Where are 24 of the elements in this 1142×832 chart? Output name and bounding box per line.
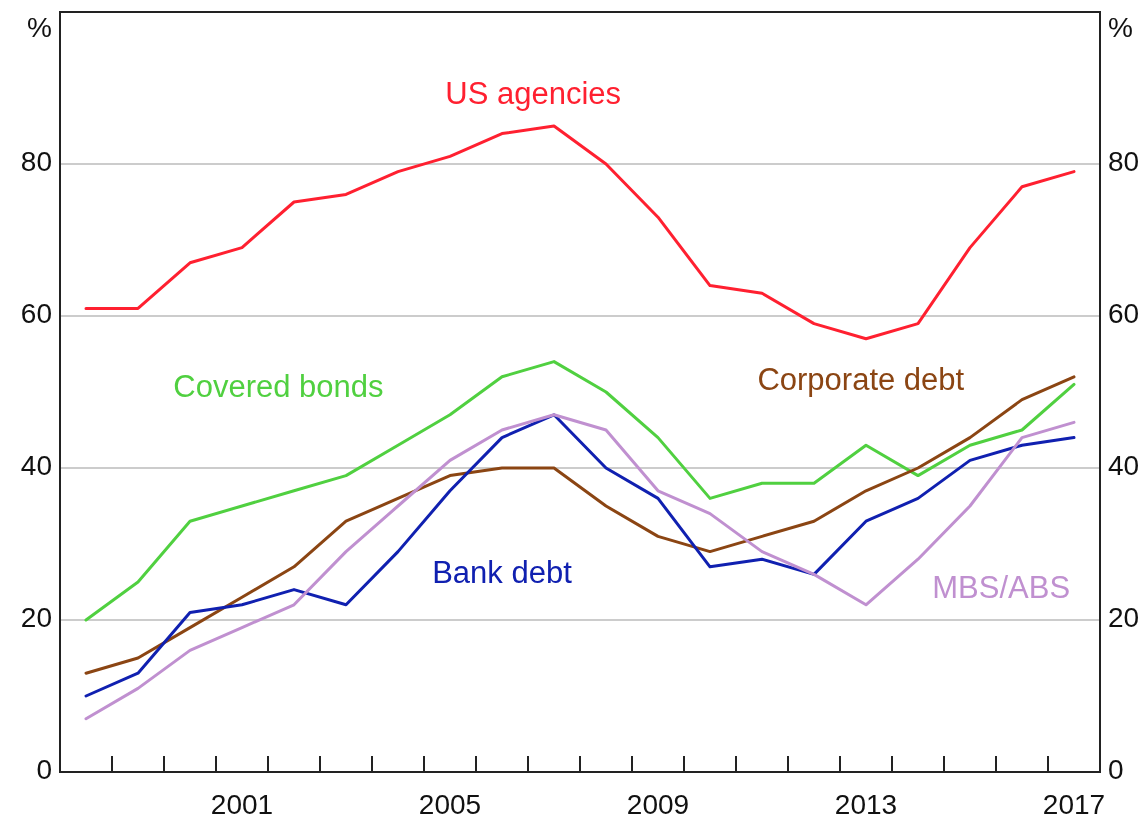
y2-tick-label: 80 <box>1108 146 1140 178</box>
y2-tick-label: 20 <box>1108 602 1140 634</box>
line-series <box>84 360 1076 622</box>
y-axis-title: % <box>27 12 52 44</box>
series-label: Bank debt <box>432 554 573 590</box>
y2-tick-label: 40 <box>1108 450 1140 482</box>
x-tick-label: 2017 <box>1042 789 1106 820</box>
y2-tick-label: 0 <box>1108 754 1124 786</box>
y2-axis-title: % <box>1108 12 1133 44</box>
line-series <box>84 124 1076 341</box>
y-tick-label: 80 <box>20 146 52 178</box>
y-tick-label: 20 <box>20 602 52 634</box>
series-label: US agencies <box>445 75 622 111</box>
series-label: Covered bonds <box>173 369 384 405</box>
x-tick-label: 2009 <box>626 789 690 820</box>
x-tick-label: 2005 <box>418 789 482 820</box>
y-tick-label: 0 <box>36 754 52 786</box>
x-tick-label: 2001 <box>210 789 274 820</box>
y-tick-label: 40 <box>20 450 52 482</box>
y-tick-label: 60 <box>20 298 52 330</box>
y2-tick-label: 60 <box>1108 298 1140 330</box>
series-label: MBS/ABS <box>932 569 1071 605</box>
x-tick-label: 2013 <box>834 789 898 820</box>
series-label: Corporate debt <box>757 362 965 398</box>
